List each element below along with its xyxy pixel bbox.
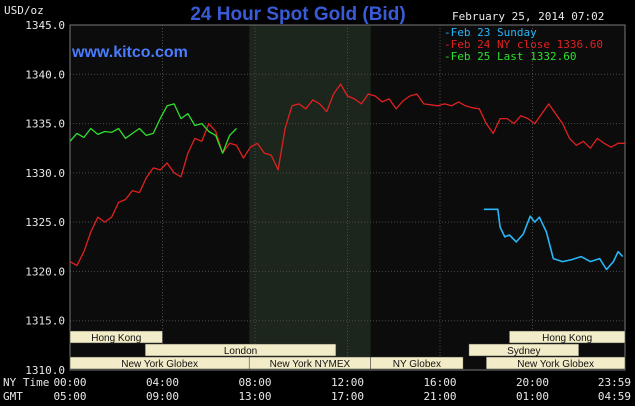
ny-time-label: NY Time [3, 376, 49, 389]
gmt-label: GMT [3, 390, 23, 403]
plot-border [69, 24, 626, 371]
trading-sessions: Hong Kong Hong Kong London Sydney New York G… [69, 330, 626, 370]
y-unit-label: USD/oz [4, 4, 44, 17]
series-line-2 [69, 103, 237, 154]
session-label: Hong Kong [91, 333, 141, 344]
price-series [69, 83, 625, 271]
x-tick-label-gmt: 09:00 [146, 390, 179, 403]
series-line-1 [69, 83, 625, 267]
legend: -Feb 23 Sunday-Feb 24 NY close 1336.60-F… [444, 26, 603, 63]
session-box [468, 343, 579, 357]
x-tick-label-ny: 00:00 [53, 376, 86, 389]
session-box [486, 356, 626, 370]
session-box [69, 330, 163, 344]
session-box [144, 343, 337, 357]
x-tick-label-gmt: 04:59 [598, 390, 631, 403]
legend-entry-0: -Feb 23 Sunday [444, 26, 537, 39]
nymex-shaded-region [249, 25, 371, 370]
y-tick-label: 1315.0 [25, 315, 65, 328]
x-tick-label-gmt: 13:00 [238, 390, 271, 403]
legend-entry-2: -Feb 25 Last 1332.60 [444, 50, 576, 63]
session-label: Sydney [507, 346, 540, 357]
x-tick-label-gmt: 17:00 [331, 390, 364, 403]
y-tick-label: 1330.0 [25, 167, 65, 180]
x-tick-label-ny: 20:00 [516, 376, 549, 389]
x-tick-label-ny: 04:00 [146, 376, 179, 389]
session-label: New York Globex [121, 359, 198, 370]
x-tick-label-gmt: 21:00 [423, 390, 456, 403]
x-tick-label-ny: 08:00 [238, 376, 271, 389]
x-tick-label-gmt: 01:00 [516, 390, 549, 403]
x-tick-label-gmt: 05:00 [53, 390, 86, 403]
session-label: New York Globex [517, 359, 594, 370]
kitco-website: www.kitco.com [71, 44, 188, 61]
x-tick-label-ny: 16:00 [423, 376, 456, 389]
session-label: London [224, 346, 257, 357]
y-tick-label: 1335.0 [25, 118, 65, 131]
session-label: Hong Kong [542, 333, 592, 344]
session-label: New York NYMEX [270, 359, 351, 370]
x-tick-label-ny: 12:00 [331, 376, 364, 389]
x-tick-label-ny: 23:59 [598, 376, 631, 389]
chart-date: February 25, 2014 07:02 [452, 10, 604, 23]
session-box [509, 330, 626, 344]
chart-title: 24 Hour Spot Gold (Bid) [190, 4, 405, 25]
session-box [370, 356, 464, 370]
y-tick-label: 1310.0 [25, 364, 65, 377]
y-tick-label: 1345.0 [25, 19, 65, 32]
y-axis-ticks: 1345.0 1340.0 1335.0 1330.0 1325.0 1320.0 1315… [25, 19, 65, 377]
session-label: NY Globex [393, 359, 441, 370]
series-line-0 [483, 208, 624, 271]
y-tick-label: 1340.0 [25, 68, 65, 81]
y-tick-label: 1320.0 [25, 265, 65, 278]
legend-entry-1: -Feb 24 NY close 1336.60 [444, 38, 603, 51]
y-tick-label: 1325.0 [25, 216, 65, 229]
